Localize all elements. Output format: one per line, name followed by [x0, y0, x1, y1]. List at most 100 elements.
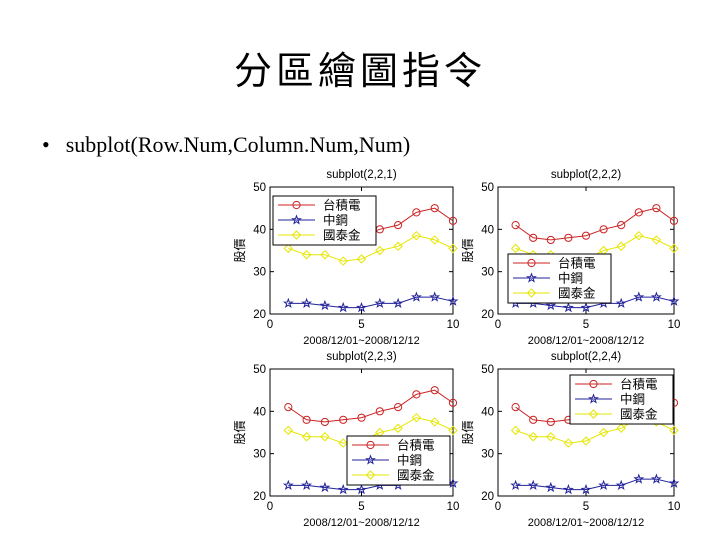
data-point [564, 233, 573, 242]
data-point [356, 254, 367, 264]
y-tick-label: 30 [253, 267, 266, 279]
data-point [429, 417, 440, 427]
legend-marker [366, 440, 375, 450]
data-point [615, 297, 627, 309]
data-point [599, 225, 608, 234]
data-point [633, 473, 645, 484]
data-point [598, 427, 609, 438]
x-tick-label: 5 [583, 501, 589, 513]
x-axis-label: 2008/12/01~2008/12/12 [528, 335, 645, 347]
data-point [650, 473, 662, 484]
y-tick-label: 40 [481, 224, 494, 236]
data-point [448, 398, 458, 407]
data-point [284, 403, 293, 412]
subplot-title: subplot(2,2,1) [326, 169, 396, 181]
data-point [546, 235, 555, 245]
legend-marker [527, 258, 536, 268]
data-point [448, 243, 458, 254]
legend-marker [292, 200, 301, 210]
y-axis-label: 股價 [461, 238, 475, 262]
data-point [320, 432, 330, 442]
legend-label: 國泰金 [397, 468, 435, 483]
y-tick-label: 50 [253, 364, 266, 376]
y-tick-label: 40 [253, 224, 266, 236]
x-tick-label: 0 [267, 501, 273, 513]
data-point [429, 235, 440, 245]
data-point [562, 301, 574, 313]
data-point [581, 436, 591, 446]
legend-label: 台積電 [397, 438, 435, 453]
data-point [393, 423, 403, 433]
y-tick-label: 40 [253, 406, 266, 418]
data-point [357, 413, 366, 422]
x-axis-label: 2008/12/01~2008/12/12 [303, 517, 420, 529]
legend-marker [291, 214, 302, 225]
legend-label: 國泰金 [323, 228, 361, 243]
legend-label: 中鋼 [323, 213, 348, 228]
data-point [319, 299, 331, 311]
series-line [515, 478, 675, 491]
data-point [668, 477, 680, 488]
y-axis-label: 股價 [233, 420, 247, 444]
legend-label: 台積電 [620, 377, 658, 392]
data-point [633, 291, 645, 302]
data-point [581, 231, 591, 240]
data-point [302, 415, 311, 424]
data-point [598, 479, 610, 491]
legend-marker [588, 393, 599, 404]
y-tick-label: 50 [253, 182, 266, 194]
subplot-2: subplot(2,2,2) 20 30 40 50 0 5 10 2008/12/01~200… [461, 169, 680, 347]
data-point [448, 216, 458, 225]
data-point [392, 297, 404, 309]
data-point [430, 204, 439, 213]
x-tick-label: 5 [358, 319, 364, 331]
y-axis-label: 股價 [461, 420, 475, 444]
y-tick-label: 20 [253, 309, 266, 321]
data-point [375, 407, 384, 416]
data-point [394, 221, 403, 230]
data-point [616, 241, 626, 251]
data-point [527, 479, 539, 491]
data-point [411, 230, 422, 241]
data-point [320, 417, 329, 427]
data-point [448, 425, 458, 436]
x-tick-label: 0 [495, 501, 501, 513]
data-point [411, 412, 422, 423]
data-point [447, 295, 459, 306]
legend-marker [526, 288, 537, 298]
y-tick-label: 20 [481, 309, 494, 321]
data-point [563, 438, 574, 448]
data-point [338, 256, 348, 266]
data-point [546, 417, 555, 427]
subplot-title: subplot(2,2,2) [551, 169, 621, 181]
data-point [282, 297, 294, 309]
data-point [319, 481, 331, 493]
data-point [412, 390, 421, 399]
data-point [320, 250, 330, 260]
data-point [510, 243, 521, 254]
y-tick-label: 30 [481, 267, 494, 279]
bullet-line: • subplot(Row.Num,Column.Num,Num) [42, 132, 410, 158]
data-point [356, 301, 367, 313]
legend-label: 國泰金 [558, 286, 596, 301]
subplot-title: subplot(2,2,4) [551, 351, 621, 363]
legend-marker [588, 409, 599, 419]
bullet-symbol: • [42, 132, 50, 157]
x-axis-label: 2008/12/01~2008/12/12 [303, 335, 420, 347]
y-tick-label: 20 [481, 491, 494, 503]
x-tick-label: 10 [668, 501, 681, 513]
bullet-text: subplot(Row.Num,Column.Num,Num) [65, 132, 411, 157]
x-tick-label: 10 [447, 501, 460, 513]
data-point [283, 243, 294, 254]
data-point [511, 403, 520, 412]
data-point [529, 233, 538, 242]
legend-label: 中鋼 [558, 271, 583, 286]
x-tick-label: 10 [668, 319, 681, 331]
series-line [288, 235, 454, 262]
data-point [529, 415, 538, 424]
legend-label: 國泰金 [620, 407, 658, 422]
x-tick-label: 5 [583, 319, 589, 331]
data-point [580, 483, 592, 495]
subplot-4: subplot(2,2,4) 20 30 40 50 0 5 10 2008/12/01~200… [461, 351, 680, 529]
